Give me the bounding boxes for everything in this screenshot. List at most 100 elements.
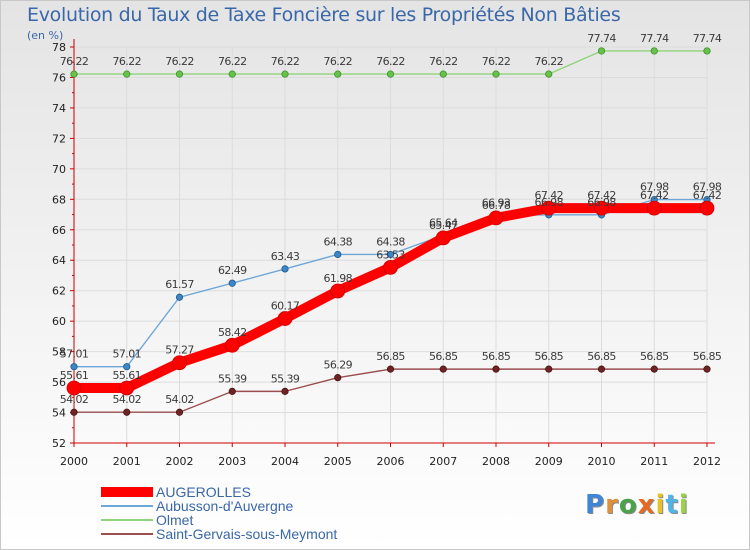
data-point (541, 200, 557, 216)
data-point (70, 363, 78, 371)
data-label: 57.01 (60, 348, 89, 361)
y-tick-label: 54 (52, 407, 66, 420)
data-point (175, 70, 184, 78)
y-tick-label: 76 (52, 71, 66, 84)
data-point (650, 47, 658, 55)
data-point (228, 387, 236, 395)
data-label: 76.22 (429, 55, 458, 68)
data-label: 67.98 (693, 181, 722, 194)
data-label: 76.22 (271, 55, 300, 68)
x-tick-label: 2010 (588, 455, 616, 468)
data-point (175, 293, 184, 301)
legend-swatch (101, 533, 153, 535)
data-label: 61.57 (165, 278, 194, 291)
data-point (228, 279, 236, 287)
data-label: 55.39 (271, 372, 300, 385)
y-tick-label: 58 (52, 346, 66, 359)
data-label: 67.42 (693, 189, 722, 202)
data-label: 67.42 (640, 189, 669, 202)
data-label: 67.42 (587, 189, 616, 202)
data-point (123, 408, 131, 416)
data-label: 76.22 (535, 55, 564, 68)
y-tick-label: 70 (52, 163, 66, 176)
logo-letter: P (585, 490, 606, 520)
data-label: 56.85 (587, 350, 616, 363)
data-point (70, 408, 78, 416)
data-point (650, 365, 658, 373)
data-label: 56.85 (640, 350, 669, 363)
logo-letter: r (605, 490, 619, 520)
data-point (224, 337, 240, 353)
data-label: 56.85 (482, 350, 511, 363)
data-point (488, 210, 504, 226)
data-point (383, 259, 398, 275)
series-layer (66, 47, 715, 416)
data-label: 54.02 (60, 393, 89, 406)
data-label: 58.42 (218, 326, 247, 339)
data-point (386, 250, 395, 259)
data-point (119, 380, 135, 396)
data-label: 67.98 (640, 181, 669, 194)
data-point (334, 374, 342, 382)
data-label: 66.78 (482, 199, 511, 212)
data-point (172, 355, 187, 371)
x-tick-label: 2009 (535, 455, 563, 468)
x-tick-label: 2008 (482, 455, 510, 468)
data-label: 76.22 (113, 55, 142, 68)
y-tick-label: 52 (52, 437, 66, 450)
data-point (334, 70, 342, 78)
series-augerolles (66, 200, 715, 396)
chart-title: Evolution du Taux de Taxe Foncière sur l… (27, 4, 621, 26)
data-label: 67.42 (535, 189, 564, 202)
data-label: 77.74 (587, 32, 616, 45)
data-label: 65.64 (429, 216, 458, 229)
data-point (281, 265, 289, 273)
y-tick-label: 66 (52, 224, 66, 237)
data-point (435, 230, 451, 246)
data-point (386, 70, 395, 78)
data-label: 55.39 (218, 372, 247, 385)
data-label: 62.49 (218, 264, 247, 277)
data-point (439, 70, 447, 78)
data-label: 61.98 (324, 272, 353, 285)
data-label: 56.85 (429, 350, 458, 363)
x-tick-label: 2002 (166, 455, 194, 468)
data-label: 56.29 (324, 359, 353, 372)
legend-label: Saint-Gervais-sous-Meymont (156, 526, 338, 542)
data-label: 63.43 (271, 250, 300, 263)
data-label: 56.85 (535, 350, 564, 363)
data-point (281, 70, 289, 78)
data-label: 65.47 (429, 219, 458, 232)
data-label: 77.74 (640, 32, 669, 45)
data-point (597, 47, 606, 55)
data-point (123, 70, 131, 78)
logo-letter: t (665, 490, 679, 520)
data-label: 66.98 (587, 196, 616, 209)
legend-label: AUGEROLLES (156, 484, 251, 500)
data-point (492, 365, 500, 373)
legend-label: Aubusson-d'Auvergne (156, 498, 294, 514)
data-label: 56.85 (376, 350, 405, 363)
data-labels: 55.61 55.61 57.27 58.42 60.17 61.98 63.53 65.47… (60, 32, 723, 406)
legend-swatch (101, 519, 153, 521)
data-point (703, 365, 711, 373)
x-tick-label: 2000 (60, 455, 88, 468)
data-point (281, 387, 289, 395)
data-label: 66.93 (482, 197, 511, 210)
data-point (646, 200, 662, 216)
data-point (545, 70, 553, 78)
data-label: 64.38 (324, 235, 353, 248)
data-point (334, 250, 342, 259)
legend-label: Olmet (156, 512, 194, 528)
data-point (70, 70, 78, 78)
data-point (330, 283, 346, 299)
data-point (703, 47, 711, 55)
data-point (123, 363, 131, 371)
y-tick-label: 72 (52, 132, 66, 145)
data-label: 76.22 (376, 55, 405, 68)
y-tick-label: 56 (52, 376, 66, 389)
data-label: 64.38 (376, 235, 405, 248)
y-tick-label: 78 (52, 41, 66, 54)
